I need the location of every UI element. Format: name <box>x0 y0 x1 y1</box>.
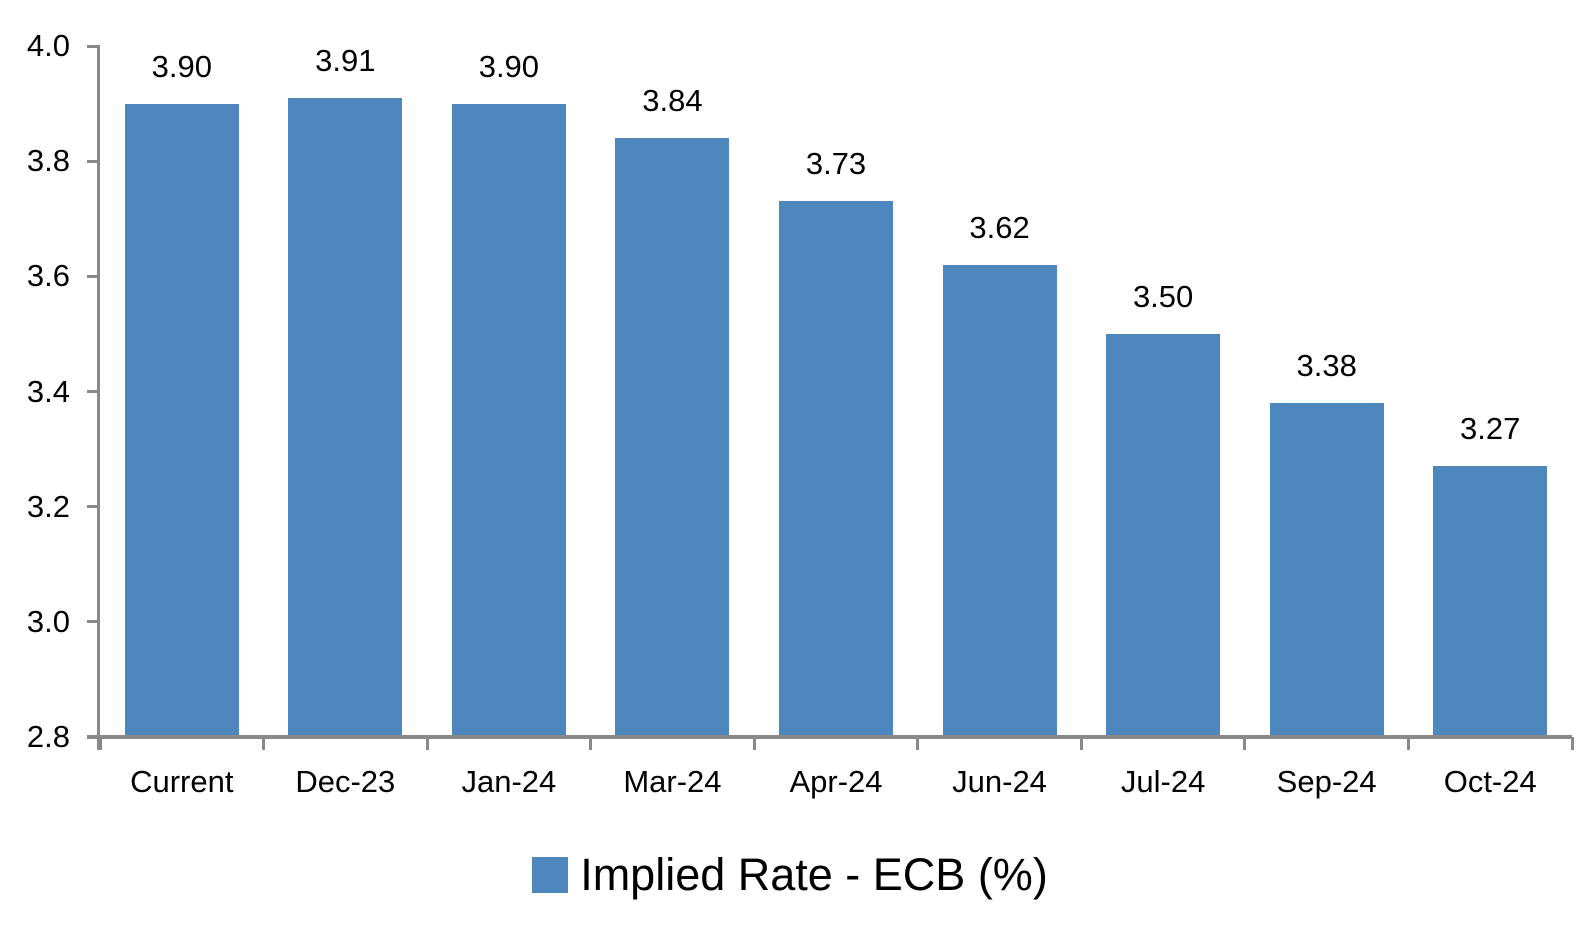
y-axis-line <box>97 45 100 750</box>
bar-current <box>124 103 239 739</box>
x-axis-tick <box>1079 737 1083 750</box>
x-axis-tick <box>262 737 266 750</box>
x-axis-tick <box>589 737 593 750</box>
x-axis-tick <box>425 737 429 750</box>
y-axis-tick-label: 3.0 <box>26 603 70 639</box>
bar-oct-24 <box>1433 466 1548 739</box>
x-axis-tick <box>1570 737 1574 750</box>
x-axis-label: Mar-24 <box>623 764 722 799</box>
legend-label: Implied Rate - ECB (%) <box>580 849 1048 900</box>
y-axis-tick-label: 3.2 <box>26 488 70 524</box>
y-axis-tick-label: 2.8 <box>26 719 70 754</box>
bar-value-label: 3.38 <box>1296 348 1357 384</box>
bar-value-label: 3.90 <box>478 48 540 84</box>
y-axis-tick <box>87 620 100 624</box>
legend: Implied Rate - ECB (%) <box>0 843 1580 907</box>
bar-jan-24 <box>451 103 566 739</box>
x-axis-label: Current <box>130 764 234 799</box>
bar-value-label: 3.84 <box>642 83 703 119</box>
legend-swatch <box>532 857 569 893</box>
x-axis-tick <box>98 737 102 750</box>
bar-value-label: 3.62 <box>969 209 1030 245</box>
bar-value-label: 3.73 <box>805 146 867 182</box>
bar-apr-24 <box>779 201 893 739</box>
x-axis-tick <box>1243 737 1247 750</box>
x-axis-label: Dec-23 <box>295 764 396 799</box>
x-axis-tick <box>1406 737 1410 750</box>
bar-dec-23 <box>288 97 403 739</box>
x-axis-label: Jan-24 <box>461 764 557 799</box>
x-axis-label: Jul-24 <box>1120 764 1206 799</box>
y-axis-tick <box>87 274 100 278</box>
bar-sep-24 <box>1269 403 1384 739</box>
x-axis-tick <box>752 737 756 750</box>
bar-value-label: 3.27 <box>1460 411 1521 447</box>
y-axis-tick-label: 4.0 <box>26 28 70 63</box>
x-axis-line <box>87 735 1572 739</box>
bar-jun-24 <box>942 264 1057 739</box>
y-axis-tick <box>87 44 100 48</box>
x-axis-label: Jun-24 <box>952 764 1047 799</box>
bar-value-label: 3.50 <box>1132 278 1194 314</box>
y-axis-tick-label: 3.6 <box>26 258 70 294</box>
y-axis-tick-label: 3.8 <box>26 143 70 179</box>
bar-value-label: 3.90 <box>151 48 212 84</box>
y-axis-tick <box>87 505 100 509</box>
bar-value-label: 3.91 <box>315 42 376 78</box>
y-axis-tick-label: 3.4 <box>26 373 70 409</box>
x-axis-tick <box>916 737 920 750</box>
x-axis-label: Oct-24 <box>1443 764 1537 799</box>
x-axis-label: Apr-24 <box>789 764 883 799</box>
bar-jul-24 <box>1106 333 1221 739</box>
y-axis-tick <box>87 159 100 163</box>
y-axis-tick <box>87 390 100 393</box>
bar-mar-24 <box>615 138 730 739</box>
x-axis-label: Sep-24 <box>1276 764 1377 799</box>
